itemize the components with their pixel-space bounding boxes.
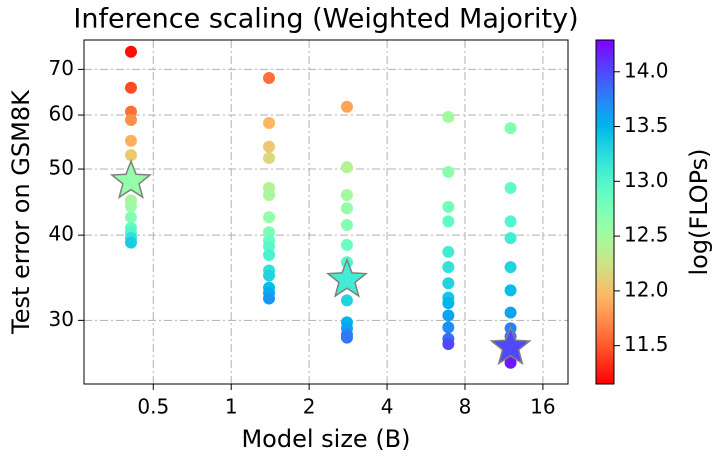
point [442,321,455,334]
point [263,140,276,153]
star-marker [109,158,153,200]
x-axis-label: Model size (B) [241,425,410,453]
point [263,211,276,224]
x-tick-label: 16 [530,395,555,419]
point [263,249,276,262]
point [442,261,455,274]
colorbar [595,39,615,385]
point [442,277,455,290]
point [442,245,455,258]
colorbar-tick-label: 12.5 [624,223,669,247]
point [340,100,353,113]
point [340,218,353,231]
point [340,189,353,202]
x-tick-label: 2 [303,395,316,419]
point [504,182,517,195]
point [124,45,137,58]
x-tick-label: 0.5 [137,395,169,419]
y-tick-label: 70 [49,56,74,80]
point [124,211,137,224]
point [504,232,517,245]
point [442,309,455,322]
y-axis-label: Test error on GSM8K [7,89,35,335]
point [504,356,517,369]
point [124,149,137,162]
colorbar-tick-label: 13.0 [624,168,669,192]
point [504,261,517,274]
point [504,122,517,135]
chart-title: Inference scaling (Weighted Majority) [73,4,578,35]
point [263,189,276,202]
star-marker [325,257,369,298]
point [504,215,517,228]
point [340,202,353,215]
point [442,166,455,179]
point [504,284,517,297]
plot-frame [83,39,569,385]
point [442,111,455,124]
x-tick-label: 8 [459,395,472,419]
point [124,105,137,118]
point [263,240,276,253]
point [263,117,276,130]
y-tick-label: 50 [49,156,74,180]
point [263,152,276,165]
point [124,200,137,213]
point [340,294,353,307]
point [442,337,455,350]
point [504,306,517,319]
point [340,238,353,251]
point [124,81,137,94]
x-tick-label: 4 [381,395,394,419]
point [263,71,276,84]
point [340,161,353,174]
point [263,269,276,282]
x-tick-label: 1 [225,395,238,419]
y-tick-label: 30 [49,307,74,331]
colorbar-tick-label: 11.5 [624,332,669,356]
point [124,236,137,249]
point [442,215,455,228]
y-tick-label: 60 [49,102,74,126]
point [442,200,455,213]
point [442,297,455,310]
colorbar-tick-label: 13.5 [624,113,669,137]
star-marker [489,325,532,366]
point [340,331,353,344]
colorbar-tick-label: 14.0 [624,58,669,82]
point [124,134,137,147]
point [124,114,137,127]
colorbar-tick-label: 12.0 [624,277,669,301]
colorbar-label: log(FLOPs) [685,148,713,275]
y-tick-label: 40 [49,222,74,246]
point [263,292,276,305]
